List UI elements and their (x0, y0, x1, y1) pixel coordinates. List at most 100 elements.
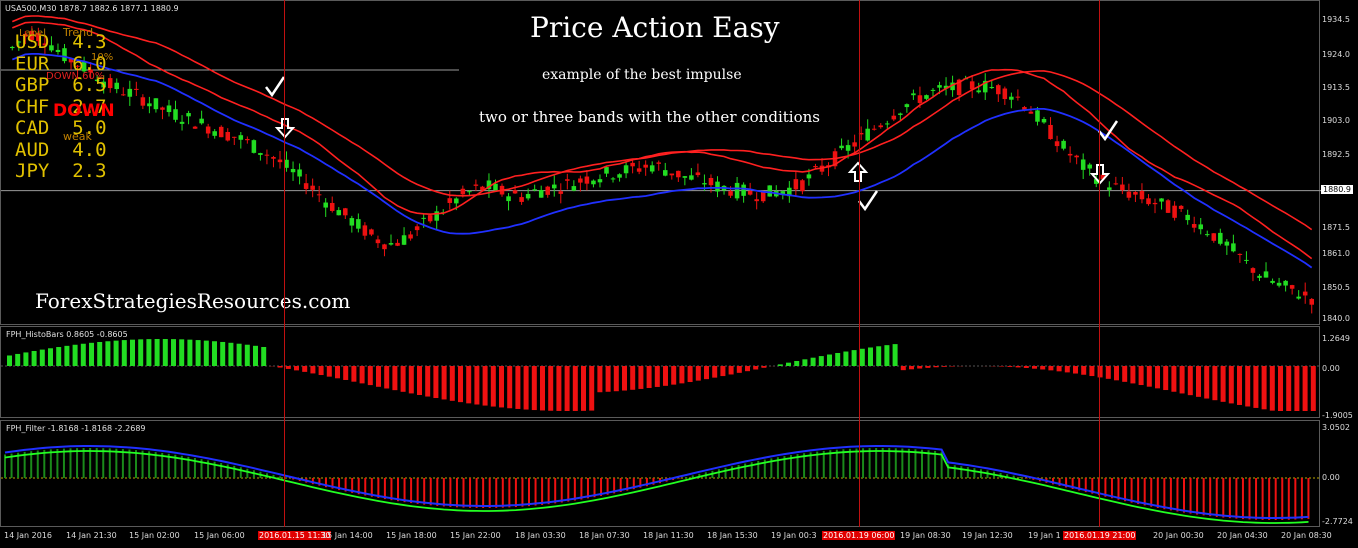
candle (356, 219, 361, 229)
symbol-info: USA500,M30 1878.7 1882.6 1877.1 1880.9 (5, 4, 179, 13)
candle (780, 191, 786, 195)
histo-bar (613, 366, 619, 392)
histo-bar (359, 366, 365, 384)
time-axis: 14 Jan 2016 14 Jan 21:30 15 Jan 02:00 15 Ja… (0, 527, 1358, 548)
histo-bar (630, 366, 636, 390)
check-mark-2 (858, 190, 879, 212)
histo-bar (695, 366, 701, 381)
candle (806, 174, 812, 179)
time-label: 15 Jan 14:00 (322, 531, 373, 540)
candle (1211, 233, 1217, 241)
histo-bars-pane[interactable]: FPH_HistoBars 0.8605 -0.8605 (0, 326, 1321, 418)
candle (316, 194, 322, 196)
candle (1113, 183, 1119, 185)
candle (649, 165, 655, 172)
histo-bar (802, 359, 808, 366)
time-label: 2016.01.19 06:00 (822, 531, 896, 540)
histo-bar (482, 366, 488, 406)
histo-bar (1023, 366, 1029, 368)
histo-bar (1122, 366, 1128, 382)
candle (1263, 271, 1269, 278)
histo-bar (523, 366, 529, 410)
histo-bar (507, 366, 513, 409)
histo-axis: 1.2649 0.00 -1.9005 (1320, 326, 1358, 420)
time-label: 15 Jan 22:00 (450, 531, 501, 540)
histo-bar (646, 366, 652, 388)
candle (578, 178, 583, 183)
candle (493, 183, 498, 191)
candle (930, 89, 936, 91)
filter-pane[interactable]: FPH_Filter -1.8168 -1.8168 -2.2689 (0, 420, 1321, 527)
arrow-shape (847, 161, 869, 182)
candle (643, 164, 648, 168)
main-chart-pane[interactable]: USA500,M30 1878.7 1882.6 1877.1 1880.9 P… (0, 0, 1321, 325)
candle (447, 198, 453, 203)
candle (565, 179, 570, 181)
candle (695, 172, 701, 176)
histo-bar (663, 366, 668, 386)
candle (336, 210, 342, 216)
candle (1080, 159, 1086, 170)
histo-bar (1007, 366, 1013, 367)
candle (597, 179, 603, 183)
histo-bar (392, 366, 398, 391)
candle (343, 208, 348, 216)
histo-bar (925, 366, 931, 368)
histo-bar (121, 340, 127, 366)
check-mark-1 (265, 76, 286, 98)
up-arrow (847, 161, 869, 182)
histo-bar (318, 366, 324, 376)
histo-bar (859, 348, 865, 366)
histo-bar (105, 341, 111, 366)
candle (904, 104, 910, 108)
histo-bar (1105, 366, 1111, 379)
histo-bar (1089, 366, 1095, 377)
down-arrow-1 (274, 118, 296, 139)
histo-bar (154, 339, 160, 366)
candle (702, 183, 707, 185)
price-tick: 1913.5 (1322, 83, 1350, 92)
overlay-weak: weak (63, 130, 92, 143)
histo-label: FPH_HistoBars 0.8605 -0.8605 (6, 330, 128, 339)
candle (1061, 140, 1066, 149)
histo-bar (171, 339, 176, 366)
price-tick: 1924.0 (1322, 50, 1350, 59)
candle (1139, 191, 1145, 200)
candle (1074, 155, 1079, 158)
histo-bar (343, 366, 349, 380)
histo-bar (1212, 366, 1218, 401)
histo-bar (1155, 366, 1160, 389)
histo-bar (1196, 366, 1201, 397)
time-label: 15 Jan 18:00 (386, 531, 437, 540)
candle (760, 190, 766, 202)
candle (956, 79, 962, 96)
candle (251, 140, 257, 153)
histo-bar (1171, 366, 1177, 392)
histo-bar (531, 366, 537, 411)
price-tick: 1880.9 (1321, 185, 1353, 194)
candle (395, 242, 400, 246)
histo-bar (1146, 366, 1152, 387)
candle (1087, 164, 1092, 169)
histo-bar (728, 366, 734, 375)
histo-bar (868, 347, 873, 366)
histo-bar (917, 366, 923, 369)
histo-bar (441, 366, 447, 400)
histo-bar (1097, 366, 1103, 378)
histo-bar (72, 344, 78, 366)
strength-row-usd: USD 4.3 (15, 31, 107, 53)
candle (486, 180, 492, 190)
histo-bar (466, 366, 472, 404)
histo-bar (540, 366, 545, 411)
histo-bar (1269, 366, 1275, 411)
candle (1009, 96, 1014, 100)
chart-subtitle-bands: two or three bands with the other condit… (479, 108, 820, 126)
histo-bar (89, 342, 94, 366)
candle (1250, 268, 1256, 273)
candle (127, 88, 133, 97)
time-label: 15 Jan 06:00 (194, 531, 245, 540)
candle (1133, 191, 1138, 195)
candle (852, 142, 857, 147)
histo-bar (195, 340, 201, 366)
candle (16, 41, 22, 43)
